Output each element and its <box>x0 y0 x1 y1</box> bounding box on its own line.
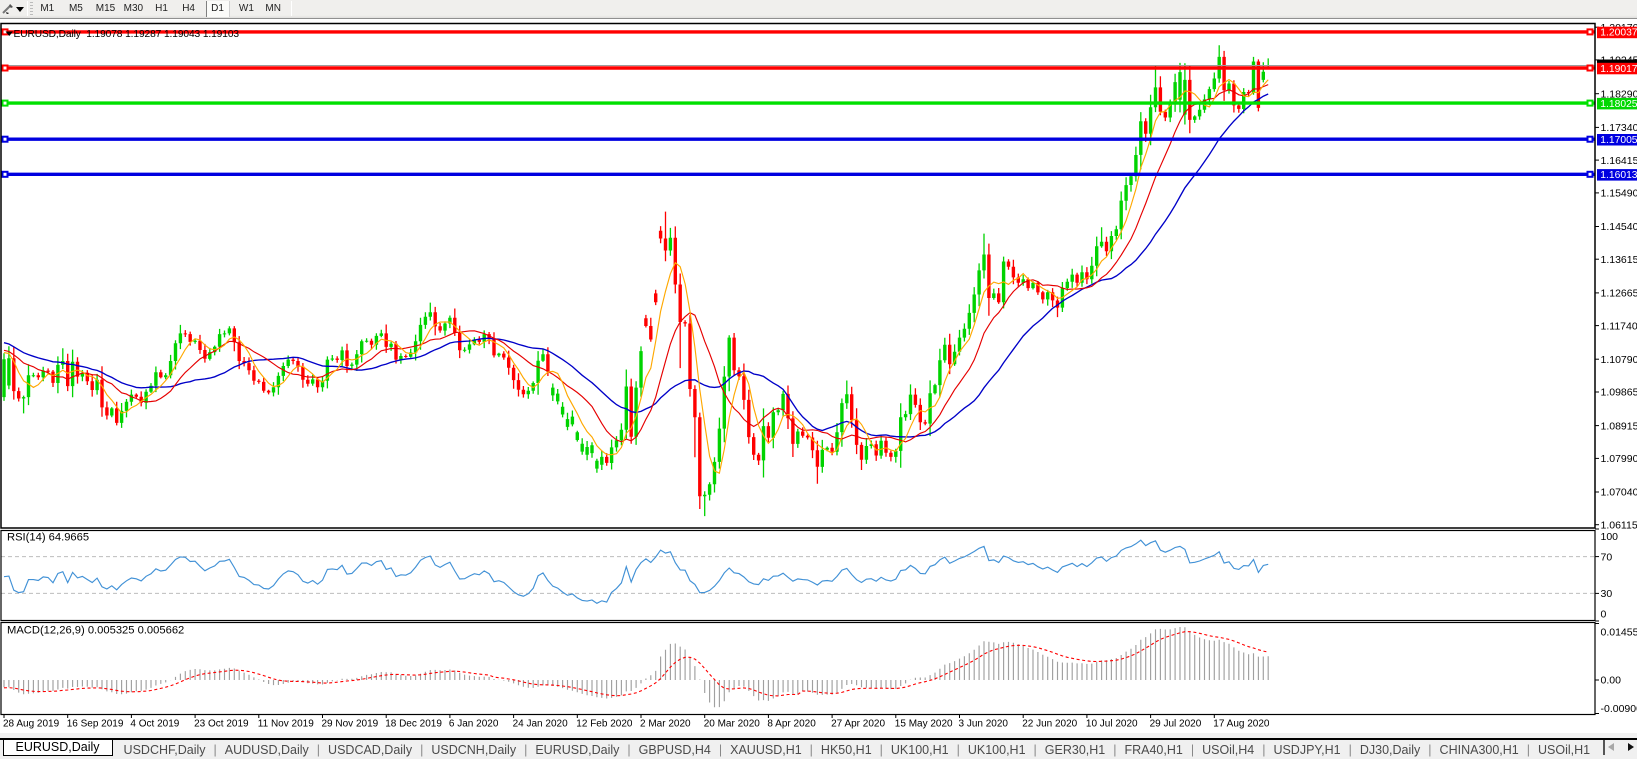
svg-text:0.014556: 0.014556 <box>1601 627 1637 639</box>
svg-text:15 May 2020: 15 May 2020 <box>895 719 953 730</box>
svg-text:17 Aug 2020: 17 Aug 2020 <box>1213 719 1270 730</box>
svg-text:22 Jun 2020: 22 Jun 2020 <box>1022 719 1077 730</box>
svg-text:29 Nov 2019: 29 Nov 2019 <box>322 719 379 730</box>
svg-text:100: 100 <box>1601 531 1619 543</box>
svg-text:1.16013: 1.16013 <box>1600 170 1637 181</box>
svg-text:1.07040: 1.07040 <box>1601 487 1637 499</box>
svg-text:1.18025: 1.18025 <box>1600 99 1637 110</box>
svg-text:28 Aug 2019: 28 Aug 2019 <box>3 719 60 730</box>
svg-text:8 Apr 2020: 8 Apr 2020 <box>767 719 816 730</box>
svg-text:24 Jan 2020: 24 Jan 2020 <box>513 719 568 730</box>
svg-text:0.00: 0.00 <box>1601 675 1622 687</box>
svg-text:1.15490: 1.15490 <box>1601 188 1637 200</box>
svg-text:1.14540: 1.14540 <box>1601 221 1637 233</box>
svg-text:3 Jun 2020: 3 Jun 2020 <box>959 719 1009 730</box>
svg-text:1.06115: 1.06115 <box>1601 519 1637 531</box>
svg-text:29 Jul 2020: 29 Jul 2020 <box>1150 719 1202 730</box>
svg-text:1.13615: 1.13615 <box>1601 254 1637 266</box>
svg-text:10 Jul 2020: 10 Jul 2020 <box>1086 719 1138 730</box>
svg-text:20 Mar 2020: 20 Mar 2020 <box>704 719 761 730</box>
svg-text:16 Sep 2019: 16 Sep 2019 <box>67 719 124 730</box>
svg-text:18 Dec 2019: 18 Dec 2019 <box>385 719 442 730</box>
svg-text:1.09865: 1.09865 <box>1601 387 1637 399</box>
svg-text:1.07990: 1.07990 <box>1601 453 1637 465</box>
svg-text:23 Oct 2019: 23 Oct 2019 <box>194 719 249 730</box>
svg-text:1.20037: 1.20037 <box>1600 28 1637 39</box>
svg-text:70: 70 <box>1601 551 1613 563</box>
svg-text:2 Mar 2020: 2 Mar 2020 <box>640 719 691 730</box>
svg-text:30: 30 <box>1601 588 1613 600</box>
svg-text:4 Oct 2019: 4 Oct 2019 <box>130 719 179 730</box>
svg-text:1.17340: 1.17340 <box>1601 122 1637 134</box>
svg-text:1.16415: 1.16415 <box>1601 155 1637 167</box>
svg-text:12 Feb 2020: 12 Feb 2020 <box>576 719 633 730</box>
svg-text:0: 0 <box>1601 609 1607 621</box>
svg-text:MACD(12,26,9) 0.005325 0.00566: MACD(12,26,9) 0.005325 0.005662 <box>7 625 184 637</box>
svg-text:1.12665: 1.12665 <box>1601 288 1637 300</box>
svg-text:27 Apr 2020: 27 Apr 2020 <box>831 719 885 730</box>
svg-text:1.11740: 1.11740 <box>1601 320 1637 332</box>
svg-text:1.19017: 1.19017 <box>1600 64 1637 75</box>
svg-text:RSI(14) 64.9665: RSI(14) 64.9665 <box>7 532 89 544</box>
svg-text:EURUSD,Daily 1.19078 1.19287: EURUSD,Daily 1.19078 1.19287 1.19043 1.1… <box>14 29 240 40</box>
svg-text:1.17005: 1.17005 <box>1600 135 1637 146</box>
svg-text:11 Nov 2019: 11 Nov 2019 <box>258 719 314 730</box>
svg-text:6 Jan 2020: 6 Jan 2020 <box>449 719 499 730</box>
svg-text:1.10790: 1.10790 <box>1601 354 1637 366</box>
svg-text:-0.009001: -0.009001 <box>1601 703 1637 715</box>
svg-text:1.08915: 1.08915 <box>1601 420 1637 432</box>
